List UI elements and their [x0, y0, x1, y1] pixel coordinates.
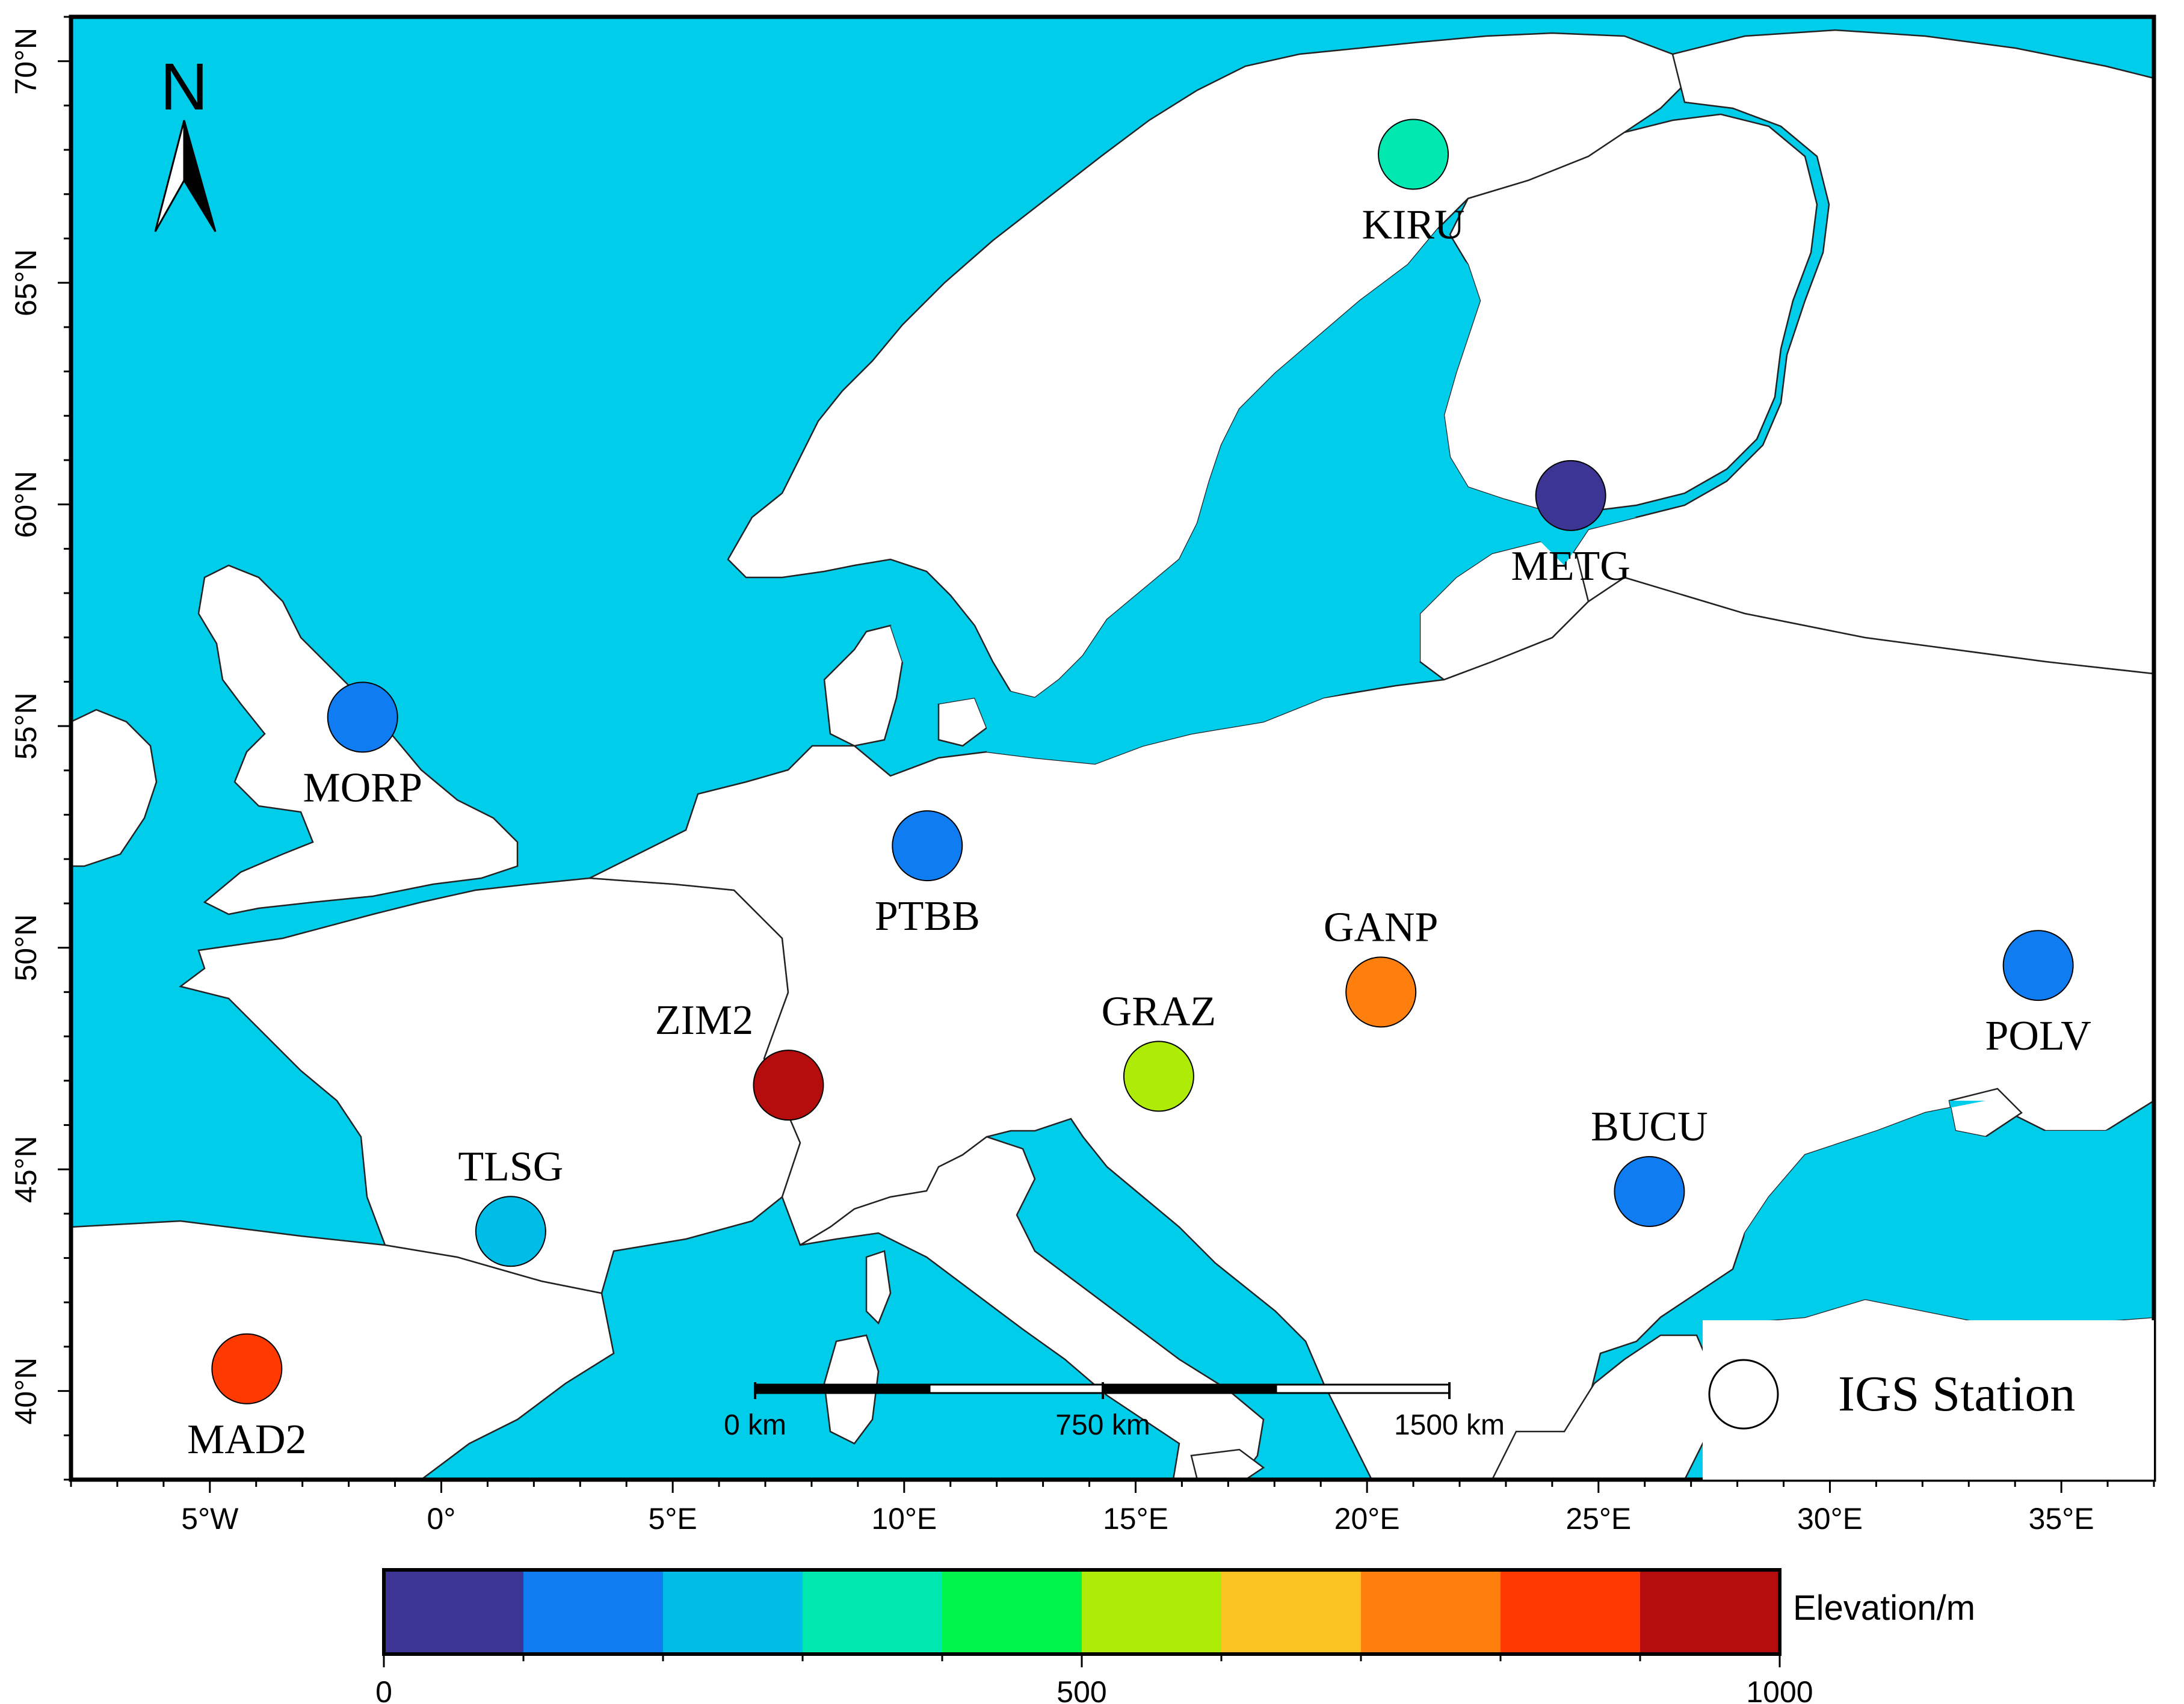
latitude-tick-label: 65°N — [9, 249, 43, 316]
black-sea — [1733, 1101, 2154, 1323]
station-morp[interactable]: MORP — [303, 681, 422, 811]
colorbar-segment — [1361, 1570, 1501, 1654]
station-metg[interactable]: METG — [1511, 460, 1630, 589]
scale-bar-label-750: 750 km — [1055, 1409, 1150, 1441]
iberia-land — [71, 1220, 615, 1480]
france-land — [179, 877, 801, 1294]
station-marker[interactable] — [892, 810, 963, 882]
station-marker[interactable] — [1535, 460, 1606, 531]
north-arrow-label: N — [160, 50, 208, 124]
station-label: KIRU — [1362, 201, 1465, 248]
station-kiru[interactable]: KIRU — [1362, 118, 1465, 248]
station-label: MAD2 — [187, 1416, 306, 1463]
scale-bar-segment-3 — [1102, 1383, 1277, 1394]
corsica-land — [865, 1250, 892, 1325]
inland-sea — [890, 229, 2154, 1323]
station-marker[interactable] — [1378, 118, 1449, 190]
scale-bar-label-1500: 1500 km — [1394, 1409, 1505, 1441]
colorbar-segment — [384, 1570, 524, 1654]
finland-land — [1443, 113, 1818, 512]
station-label: GRAZ — [1102, 988, 1217, 1035]
colorbar-segment — [663, 1570, 803, 1654]
longitude-tick-label: 30°E — [1797, 1502, 1863, 1536]
ireland-land — [71, 709, 158, 867]
station-ptbb[interactable]: PTBB — [875, 810, 980, 940]
station-marker[interactable] — [211, 1333, 283, 1404]
greece-land — [1491, 1334, 1716, 1480]
station-label: POLV — [1985, 1013, 2091, 1059]
latitude-tick-label: 60°N — [9, 471, 43, 538]
latitude-tick-label: 70°N — [9, 28, 43, 95]
station-label: BUCU — [1591, 1104, 1707, 1150]
station-ganp[interactable]: GANP — [1324, 904, 1439, 1028]
baltic-sea — [890, 229, 1636, 764]
colorbar-tick-label: 500 — [1057, 1675, 1106, 1704]
station-marker[interactable] — [475, 1196, 546, 1267]
map-area — [71, 17, 2154, 1480]
colorbar-segment — [803, 1570, 943, 1654]
colorbar-segment — [1640, 1570, 1780, 1654]
station-label: TLSG — [458, 1143, 563, 1190]
station-marker[interactable] — [753, 1050, 824, 1121]
map-frame — [69, 14, 2156, 1482]
station-tlsg[interactable]: TLSG — [458, 1143, 563, 1267]
scale-bar-segment-4 — [1275, 1383, 1451, 1394]
colorbar-segment — [1221, 1570, 1362, 1654]
latitude-tick-label: 40°N — [9, 1358, 43, 1425]
station-label: MORP — [303, 764, 422, 811]
colorbar-segment — [942, 1570, 1082, 1654]
scale-bar-segment-2 — [928, 1383, 1104, 1394]
station-label: ZIM2 — [655, 997, 753, 1044]
latitude-tick-label: 50°N — [9, 914, 43, 982]
station-polv[interactable]: POLV — [1985, 930, 2091, 1059]
station-label: GANP — [1324, 904, 1439, 950]
longitude-ticks: 5°W 0° 5°E 10°E 15°E 20°E 25°E 30°E 35°E — [70, 1480, 2155, 1536]
longitude-tick-label: 20°E — [1334, 1502, 1400, 1536]
station-marker[interactable] — [1123, 1041, 1194, 1112]
north-arrow-right-half — [183, 120, 217, 232]
denmark-land — [823, 624, 904, 747]
stations-layer: KIRU METG MORP PTBB GANP POLV ZIM2 GRAZ TLSG BUCU… — [187, 118, 2091, 1463]
scale-bar: 0 km 750 km 1500 km — [724, 1382, 1505, 1441]
colorbar-tick-label: 1000 — [1746, 1675, 1813, 1704]
latitude-ticks: 40°N 45°N 50°N 55°N 60°N 65°N 70°N — [9, 16, 71, 1481]
sicily-land — [1190, 1448, 1265, 1480]
scale-bar-segment-1 — [754, 1383, 931, 1394]
longitude-tick-label: 25°E — [1566, 1502, 1631, 1536]
north-arrow: N — [154, 50, 217, 232]
colorbar-label: Elevation/m — [1793, 1589, 1975, 1628]
station-marker[interactable] — [1345, 956, 1417, 1028]
station-marker[interactable] — [327, 681, 398, 753]
station-marker[interactable] — [2002, 930, 2074, 1001]
station-label: METG — [1511, 543, 1630, 589]
longitude-tick-label: 0° — [427, 1502, 456, 1536]
longitude-tick-label: 10°E — [871, 1502, 937, 1536]
latitude-tick-label: 45°N — [9, 1136, 43, 1203]
longitude-tick-label: 5°E — [649, 1502, 697, 1536]
station-graz[interactable]: GRAZ — [1102, 988, 1217, 1112]
colorbar-segment — [1082, 1570, 1222, 1654]
longitude-tick-label: 5°W — [181, 1502, 239, 1536]
longitude-tick-label: 35°E — [2029, 1502, 2094, 1536]
station-marker[interactable] — [1614, 1155, 1685, 1227]
elevation-colorbar: 0 500 1000 — [375, 1568, 1813, 1704]
station-label: PTBB — [875, 893, 980, 940]
colorbar-tick-label: 0 — [375, 1675, 392, 1704]
scale-bar-label-0: 0 km — [724, 1409, 786, 1441]
legend-station-symbol — [1708, 1359, 1779, 1430]
colorbar-segment — [523, 1570, 664, 1654]
latitude-tick-label: 55°N — [9, 692, 43, 760]
station-zim2[interactable]: ZIM2 — [655, 997, 824, 1121]
legend-label: IGS Station — [1838, 1366, 2075, 1422]
station-bucu[interactable]: BUCU — [1591, 1104, 1708, 1227]
legend: IGS Station — [1703, 1320, 2154, 1480]
colorbar-segment — [1501, 1570, 1641, 1654]
station-mad2[interactable]: MAD2 — [187, 1333, 307, 1463]
longitude-tick-label: 15°E — [1103, 1502, 1168, 1536]
